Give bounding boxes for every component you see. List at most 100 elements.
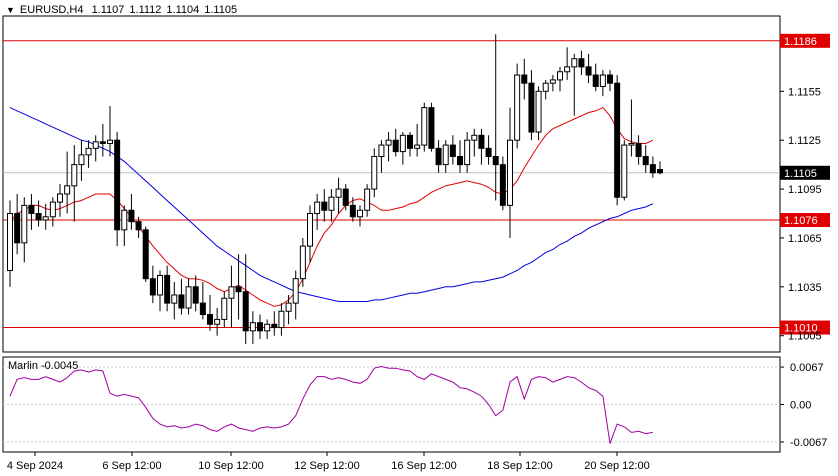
candle-body: [528, 82, 535, 133]
candle-body: [299, 245, 306, 280]
indicator-axis-label: -0.0067: [790, 437, 827, 449]
candle-body: [592, 74, 599, 87]
candle-body: [335, 188, 342, 198]
price-axis-label: 1.1155: [788, 86, 821, 98]
candle-body: [78, 154, 85, 166]
candle-body: [235, 286, 242, 293]
candle-body: [521, 74, 528, 84]
candle-body: [185, 286, 192, 309]
candle-body: [99, 141, 106, 144]
level-price-label: 1.1076: [784, 215, 818, 227]
candle-body: [621, 144, 628, 198]
candle-body: [142, 229, 149, 280]
candle-body: [57, 193, 63, 203]
candle-body: [171, 294, 178, 304]
level-price-label: 1.1186: [784, 36, 817, 48]
candle-body: [407, 134, 413, 149]
candle-body: [449, 144, 456, 157]
candle-body: [414, 144, 421, 149]
close-value: 1.1105: [204, 4, 238, 16]
level-price-box: [780, 33, 830, 48]
candle-body: [642, 155, 649, 166]
candle-body: [635, 142, 642, 157]
time-axis-label: 16 Sep 12:00: [391, 460, 456, 472]
candle-body: [457, 155, 463, 166]
candle-body: [421, 107, 428, 146]
candle-body: [49, 201, 56, 218]
indicator-axis-label: 0.0067: [790, 362, 824, 374]
candle-body: [364, 188, 371, 211]
candle-body: [428, 107, 435, 149]
time-axis-label: 18 Sep 12:00: [487, 460, 552, 472]
candle-body: [292, 278, 299, 304]
candle-body: [349, 204, 356, 218]
candle-body: [128, 209, 135, 223]
candle-body: [535, 90, 542, 133]
time-axis-label: 12 Sep 12:00: [294, 460, 359, 472]
marlin-line: [9, 365, 653, 444]
candle-body: [264, 323, 271, 332]
candle-body: [499, 164, 506, 206]
current-price-box: [780, 165, 830, 180]
candle-body: [357, 209, 363, 218]
candle-body: [399, 134, 406, 153]
candle-body: [192, 286, 199, 304]
time-axis-label: 6 Sep 12:00: [102, 460, 161, 472]
candle-body: [42, 216, 49, 221]
price-axis-label: 1.1065: [788, 233, 822, 245]
candle-body: [71, 164, 78, 187]
candle-body: [157, 274, 163, 296]
candle-body: [207, 314, 213, 325]
candle-body: [628, 142, 635, 146]
candle-body: [378, 144, 385, 157]
candle-body: [578, 58, 585, 68]
candle-body: [385, 139, 392, 146]
level-price-box: [780, 320, 830, 335]
price-axis-label: 1.1035: [788, 282, 822, 294]
candle-body: [557, 71, 563, 81]
candle-body: [14, 213, 21, 244]
candle-body: [371, 155, 378, 190]
candle-body: [278, 310, 285, 329]
candle-body: [7, 213, 13, 272]
time-axis-label: 4 Sep 2024: [7, 460, 63, 472]
indicator-label: Marlin -0.0045: [8, 360, 79, 372]
candle-body: [571, 58, 578, 68]
candle-body: [314, 201, 321, 215]
candle-body: [607, 74, 613, 84]
candle-body: [64, 185, 71, 195]
candle-body: [435, 147, 442, 166]
symbol-label: EURUSD,H4: [19, 4, 84, 16]
candle-body: [28, 204, 35, 215]
price-axis-label: 1.1005: [788, 331, 822, 343]
current-price-label: 1.1105: [784, 168, 817, 180]
candle-body: [657, 169, 663, 174]
main-pane-frame: [2, 15, 781, 353]
candle-body: [249, 322, 256, 332]
candle-body: [307, 213, 313, 247]
price-axis-label: 1.1095: [788, 184, 822, 196]
candle-body: [599, 74, 606, 87]
candle-body: [149, 278, 156, 296]
time-axis-label: 10 Sep 12:00: [198, 460, 263, 472]
candle-body: [485, 147, 492, 157]
candle-body: [464, 139, 471, 166]
candle-body: [442, 144, 449, 166]
candle-body: [392, 139, 399, 153]
indicator-axis-label: 0.00: [790, 400, 811, 412]
candle-body: [107, 139, 113, 144]
candle-body: [214, 318, 221, 325]
candle-body: [585, 66, 592, 76]
candle-body: [328, 196, 335, 211]
high-value: 1.1112: [129, 4, 162, 16]
candle-body: [257, 322, 263, 332]
candle-body: [271, 323, 278, 329]
dropdown-triangle-icon[interactable]: ▼: [6, 5, 15, 15]
candle-body: [242, 291, 249, 332]
candle-body: [549, 79, 556, 84]
candle-body: [285, 302, 292, 312]
candle-body: [114, 139, 121, 231]
candle-body: [228, 286, 235, 299]
level-price-box: [780, 213, 830, 228]
